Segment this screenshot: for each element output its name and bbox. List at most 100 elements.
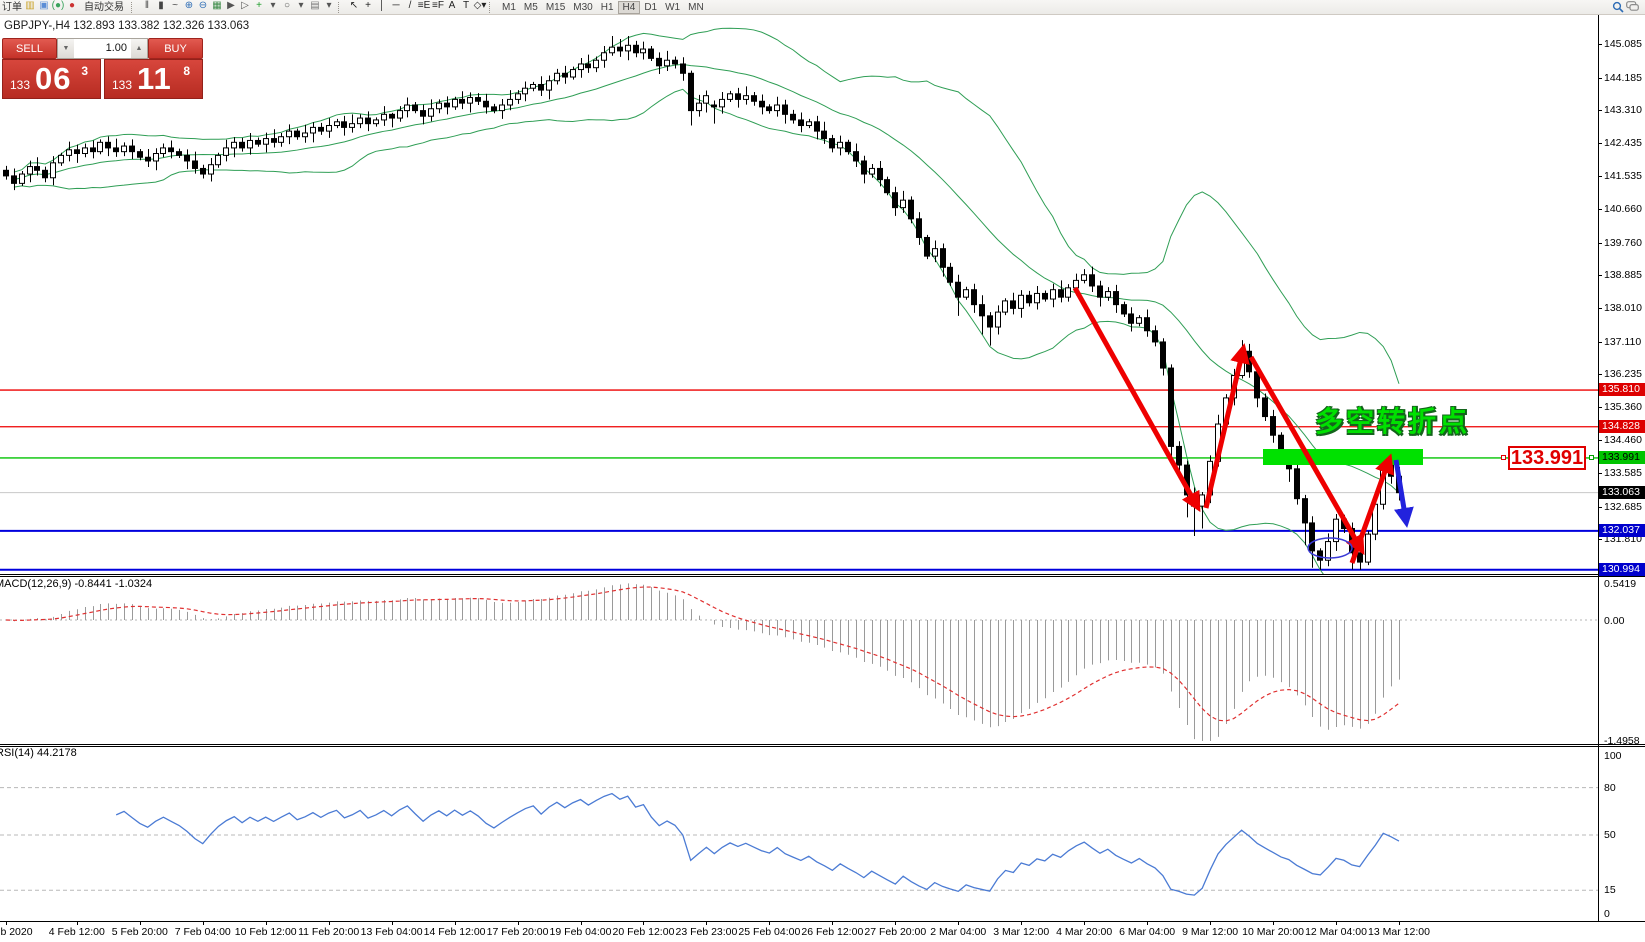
buy-price-pips: 11 [137, 61, 172, 96]
turning-point-annotation[interactable]: 多空转折点 [1315, 406, 1471, 437]
trendline-icon[interactable]: / [408, 0, 412, 11]
timeframe-mn[interactable]: MN [688, 1, 704, 13]
price-tick [1598, 142, 1602, 144]
time-tick [581, 921, 582, 925]
dropdown-icon[interactable]: ▾ [270, 0, 276, 11]
macd-histogram [14, 583, 1400, 741]
timeframe-h4[interactable]: H4 [617, 0, 641, 14]
fibonacci-icon[interactable]: ≡E [417, 0, 431, 11]
panel-separator[interactable] [0, 574, 1645, 577]
dropdown-icon[interactable]: ▾ [298, 0, 304, 11]
price-tick [1598, 473, 1602, 475]
time-tick [392, 921, 393, 925]
cursor-icon[interactable]: ↖ [349, 0, 359, 11]
new-chart-icon[interactable]: ▣ [39, 0, 49, 11]
main-price-chart[interactable] [0, 15, 1598, 576]
time-tick [1021, 921, 1022, 925]
dropdown-icon[interactable]: ▾ [326, 0, 332, 11]
signal-icon[interactable]: (●) [51, 0, 65, 11]
auto-scroll-icon[interactable]: ▶ [227, 0, 235, 11]
sell-price-tile[interactable]: 133 06 3 [2, 59, 101, 99]
volume-increase-button[interactable]: ▲ [131, 39, 147, 58]
price-tick [1598, 77, 1602, 79]
chart-shift-icon[interactable]: ▷ [241, 0, 249, 11]
shapes-icon[interactable]: ◇▾ [473, 0, 487, 11]
autotrade-button[interactable]: 自动交易 [84, 1, 124, 13]
price-tick [1598, 44, 1602, 45]
price-tick-label: 136.235 [1604, 368, 1642, 381]
time-label: 4 Mar 20:00 [1056, 926, 1113, 938]
zoom-out-icon[interactable]: ⊖ [198, 0, 208, 11]
timeframe-m15[interactable]: M15 [545, 1, 566, 13]
time-tick [1084, 921, 1085, 925]
price-tick-label: 133.585 [1604, 467, 1642, 480]
time-label: 5 Feb 20:00 [111, 926, 168, 938]
toolbar-separator [489, 1, 496, 13]
time-tick [643, 921, 644, 925]
panel-separator[interactable] [0, 744, 1645, 747]
time-tick [1147, 921, 1148, 925]
time-label: 13 Mar 12:00 [1368, 926, 1430, 938]
volume-stepper: ▼ 1.00 ▲ [57, 38, 148, 59]
time-tick [1273, 921, 1274, 925]
double-bottom-ellipse [1307, 537, 1353, 559]
timeframe-m5[interactable]: M5 [523, 1, 538, 13]
price-tick-label: 137.110 [1604, 335, 1642, 348]
crosshair-icon[interactable]: + [365, 0, 371, 11]
time-label: 10 Feb 12:00 [234, 926, 297, 938]
toolbar: 订单 ▥ ▣ (●) ● 自动交易 ‖ ▮ ~ ⊕ ⊖ ▦ ▶ ▷ + ▾ ○ ▾ ▤ ▾ ↖ + │ ─ / ≡E ≡F A… [0, 0, 1645, 15]
time-tick [518, 921, 519, 925]
price-tick-label: 142.435 [1604, 136, 1642, 149]
price-badge: 135.810 [1599, 383, 1645, 397]
timeframe-w1[interactable]: W1 [665, 1, 681, 13]
vertical-line-icon[interactable]: │ [378, 0, 386, 11]
text-icon[interactable]: A [448, 0, 456, 11]
callout-anchor-left[interactable] [1501, 455, 1506, 460]
macd-indicator-panel[interactable] [0, 576, 1598, 744]
time-label: 9 Mar 12:00 [1182, 926, 1239, 938]
sell-price-figure: 133 [10, 78, 31, 92]
time-tick [832, 921, 833, 925]
time-label: 17 Feb 20:00 [486, 926, 549, 938]
orders-button[interactable]: 订单 [2, 1, 22, 13]
timeframe-d1[interactable]: D1 [644, 1, 658, 13]
line-chart-mode-icon[interactable]: ~ [172, 0, 178, 11]
timeframe-m30[interactable]: M30 [573, 1, 593, 13]
channel-icon[interactable]: ≡F [432, 0, 444, 11]
time-tick [1210, 921, 1211, 925]
price-tick-label: 144.185 [1604, 71, 1642, 84]
text-label-icon[interactable]: T [462, 0, 470, 11]
price-tick-label: 139.760 [1604, 236, 1642, 249]
volume-decrease-button[interactable]: ▼ [58, 39, 74, 58]
add-indicator-icon[interactable]: + [256, 0, 262, 11]
chat-icon[interactable] [1625, 1, 1639, 14]
time-label: 2 Mar 04:00 [930, 926, 987, 938]
price-tick [1598, 406, 1602, 408]
price-callout-box[interactable]: 133.991 [1508, 446, 1586, 470]
tile-windows-icon[interactable]: ▦ [212, 0, 222, 11]
timeframe-m1[interactable]: M1 [502, 1, 516, 13]
new-order-icon[interactable]: ▥ [25, 0, 35, 11]
time-tick [266, 921, 267, 925]
search-icon[interactable] [1611, 1, 1625, 14]
callout-anchor-right[interactable] [1589, 455, 1594, 460]
zoom-in-icon[interactable]: ⊕ [184, 0, 194, 11]
candlestick-mode-icon[interactable]: ▮ [158, 0, 164, 11]
price-tick-label: 135.360 [1604, 400, 1642, 413]
price-tick [1598, 539, 1602, 541]
horizontal-line-icon[interactable]: ─ [392, 0, 400, 11]
periods-clock-icon[interactable]: ○ [283, 0, 291, 11]
timeframe-h1[interactable]: H1 [600, 1, 614, 13]
time-label: 3 Feb 2020 [0, 926, 33, 938]
volume-input[interactable]: 1.00 [105, 42, 127, 54]
bar-chart-mode-icon[interactable]: ‖ [144, 0, 150, 11]
rsi-indicator-panel[interactable] [0, 744, 1598, 921]
buy-button[interactable]: BUY [148, 38, 203, 59]
templates-icon[interactable]: ▤ [310, 0, 320, 11]
price-tick-label: 141.535 [1604, 170, 1642, 183]
sell-button[interactable]: SELL [2, 38, 57, 59]
buy-price-tile[interactable]: 133 11 8 [104, 59, 203, 99]
macd-scale-label: 0.5419 [1604, 578, 1637, 590]
autotrade-icon[interactable]: ● [68, 0, 76, 11]
